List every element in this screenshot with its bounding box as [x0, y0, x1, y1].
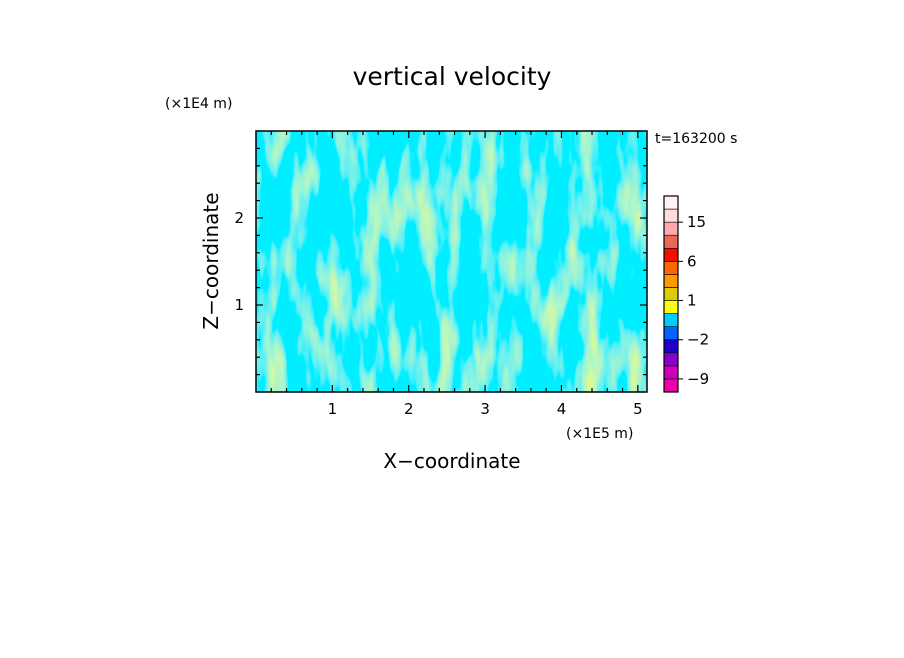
x-tick-label: 5	[633, 400, 643, 418]
colorbar-band	[663, 221, 679, 236]
y-unit-label: (×1E4 m)	[165, 96, 232, 112]
colorbar-band	[663, 352, 679, 367]
colorbar: −9 −2 1 6 15	[663, 195, 709, 393]
colorbar-band	[663, 247, 679, 262]
colorbar-band	[663, 261, 679, 275]
colorbar-band	[663, 313, 679, 327]
x-tick-label: 3	[480, 400, 490, 418]
x-tick-label: 2	[404, 400, 414, 418]
colorbar-label: 15	[687, 213, 706, 231]
y-tick-label: 2	[234, 209, 244, 227]
colorbar-label: 6	[687, 252, 697, 270]
time-label: t=163200 s	[655, 131, 737, 147]
colorbar-frame	[663, 195, 679, 393]
plot-axes: 1 2 3 4 5 1 2	[234, 130, 648, 418]
colorbar-band	[663, 208, 679, 223]
colorbar-band	[663, 378, 679, 393]
y-tick-label: 1	[234, 296, 244, 314]
colorbar-label: −2	[687, 331, 709, 349]
colorbar-band	[663, 274, 679, 288]
field-pattern	[256, 131, 647, 392]
x-unit-label: (×1E5 m)	[566, 426, 633, 442]
colorbar-band	[663, 287, 679, 301]
y-axis-label: Z−coordinate	[199, 192, 223, 329]
chart-title: vertical velocity	[353, 62, 552, 91]
x-tick-label: 1	[328, 400, 338, 418]
x-tick-label: 4	[557, 400, 567, 418]
plot-frame	[255, 130, 648, 393]
colorbar-label: −9	[687, 370, 709, 388]
colorbar-label: 1	[687, 292, 697, 310]
colorbar-band	[663, 326, 679, 341]
colorbar-band	[663, 195, 679, 210]
colorbar-band	[663, 365, 679, 380]
colorbar-band	[663, 300, 679, 314]
x-axis-label: X−coordinate	[383, 449, 520, 473]
colorbar-band	[663, 234, 679, 249]
velocity-field	[256, 131, 647, 392]
colorbar-band	[663, 339, 679, 354]
